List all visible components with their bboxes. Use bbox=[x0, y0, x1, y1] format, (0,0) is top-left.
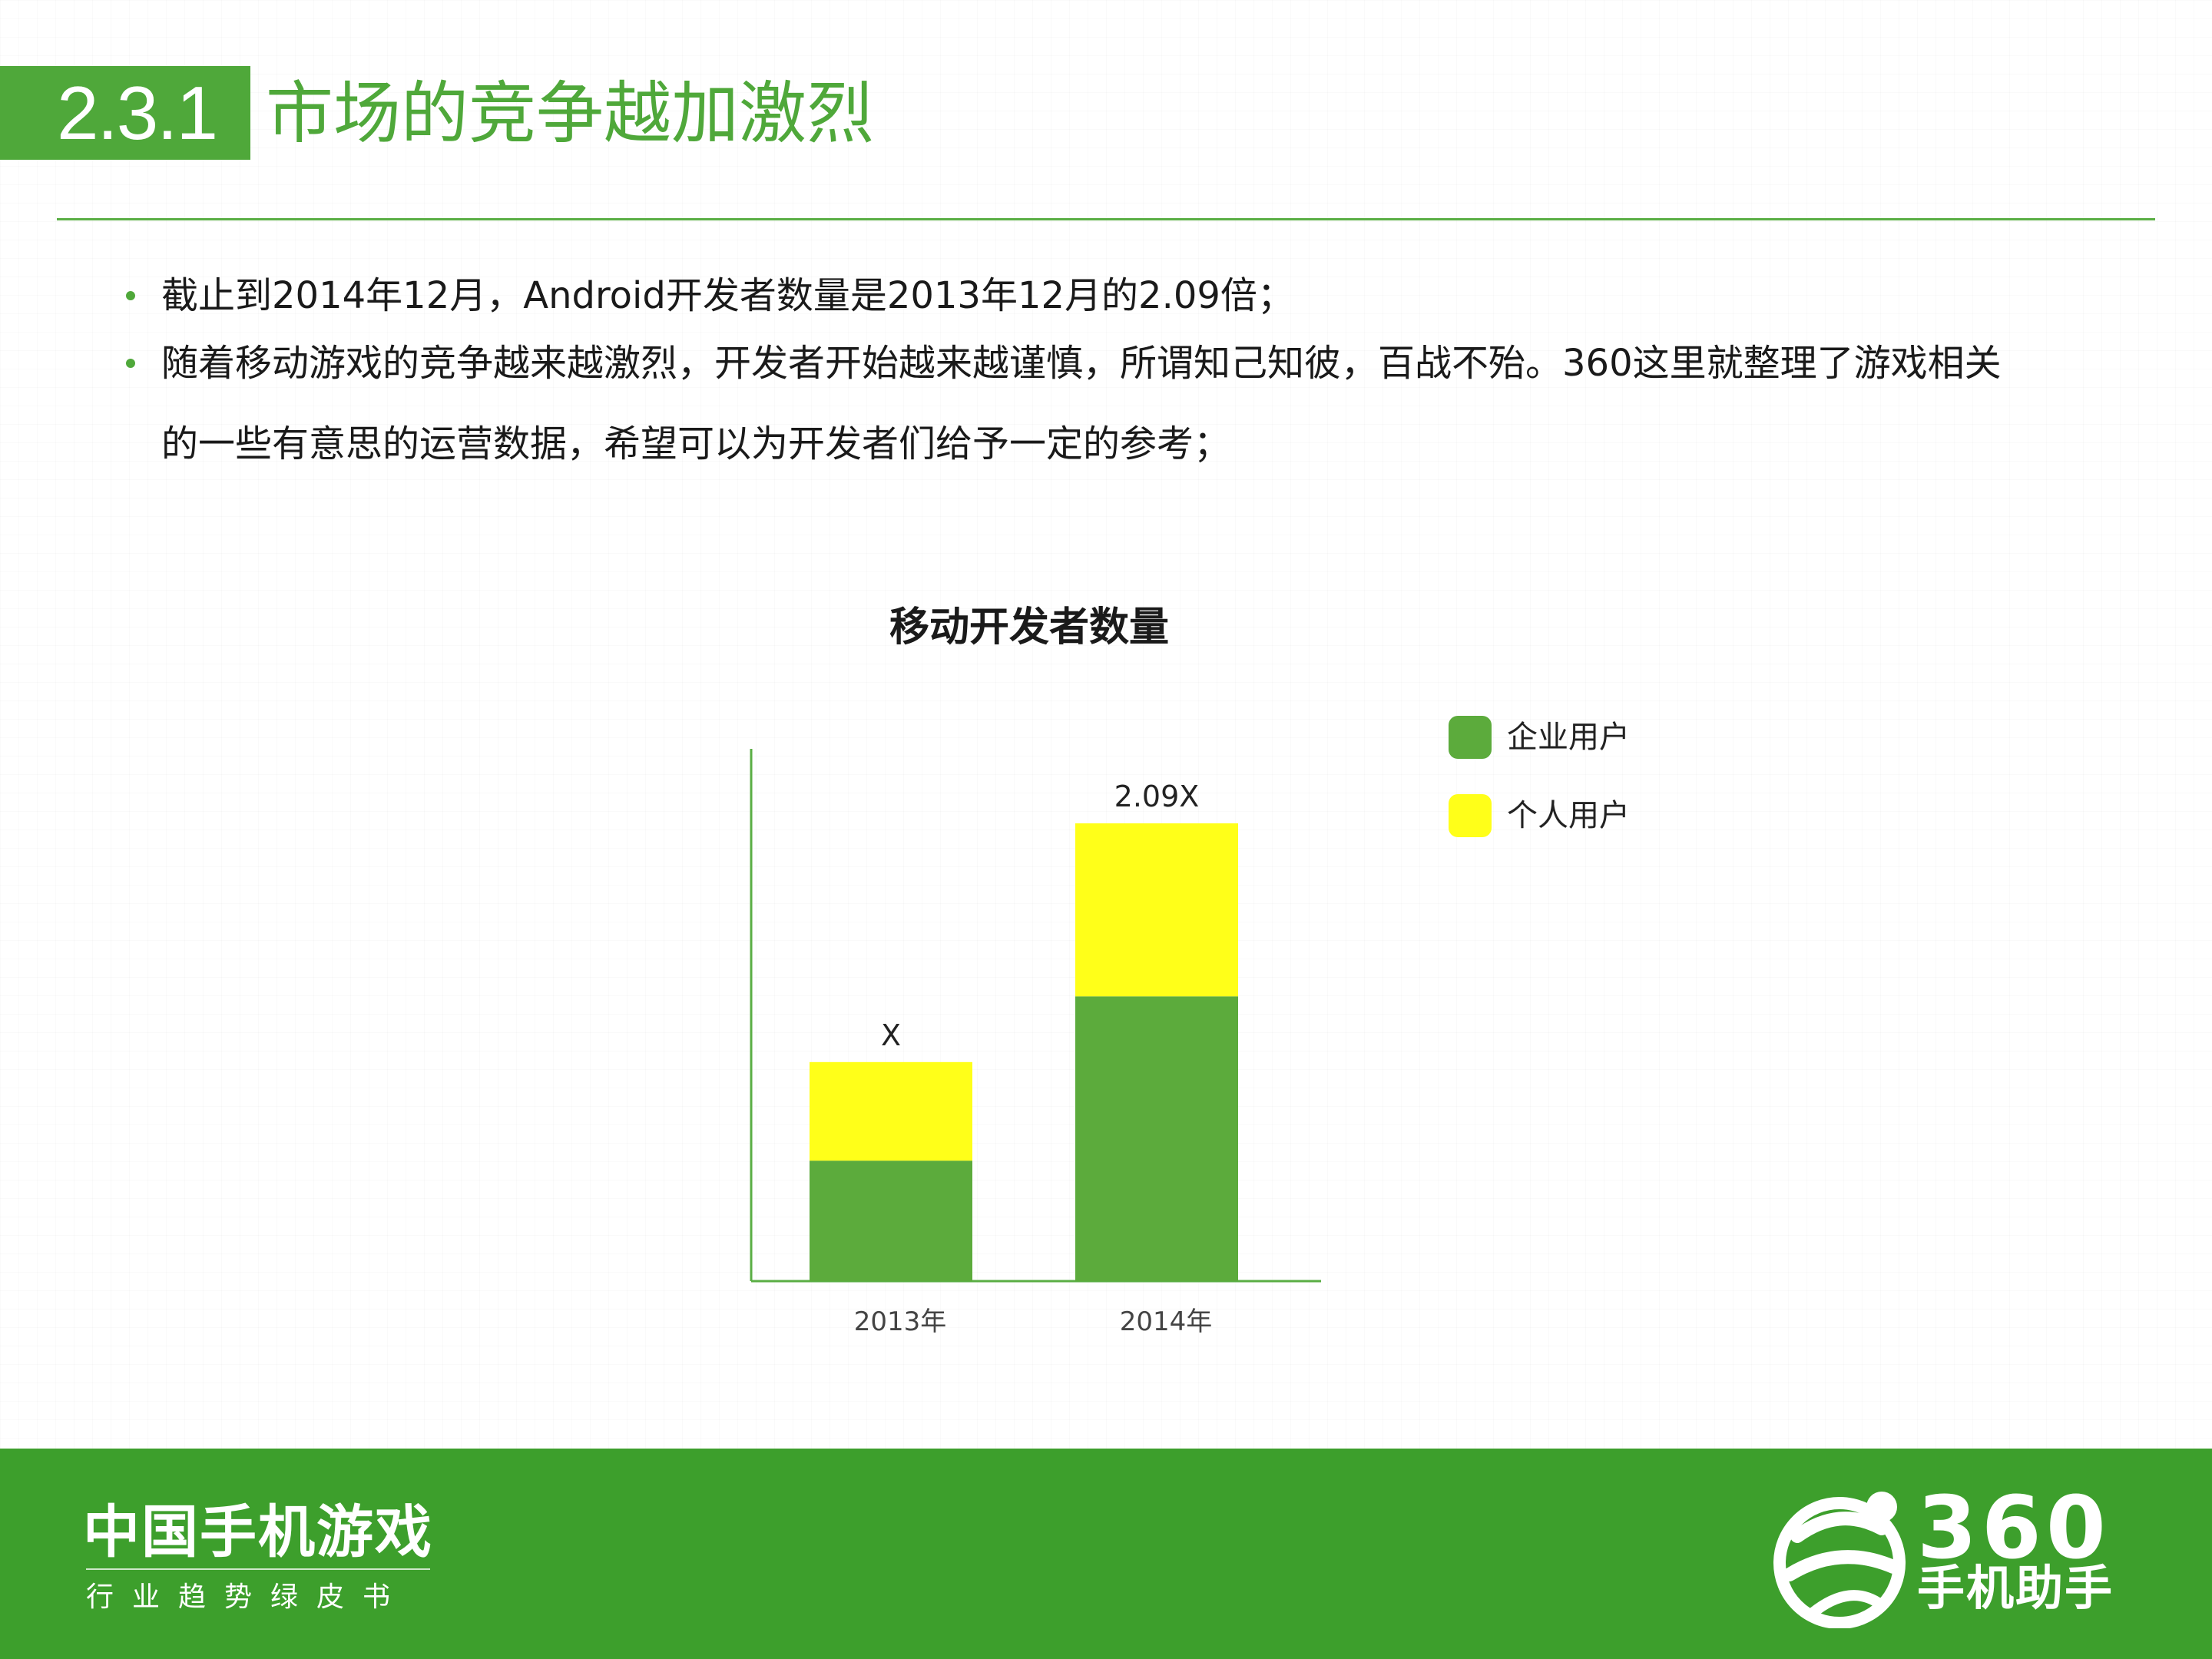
bullet-text-continuation: 的一些有意思的运营数据，希望可以为开发者们给予一定的参考； bbox=[161, 422, 1231, 465]
logo-text: 手机助手 bbox=[1917, 1560, 2114, 1616]
bullet-dot-icon bbox=[126, 359, 135, 368]
bar-enterprise-1 bbox=[810, 1161, 972, 1281]
bullet-item-1: 截止到2014年12月，Android开发者数量是2013年12月的2.09倍； bbox=[126, 270, 1294, 321]
data-label: 2.09X bbox=[1114, 780, 1200, 813]
x-tick-label: 2014年 bbox=[1120, 1306, 1213, 1337]
360-logo-icon bbox=[1773, 1492, 1906, 1628]
x-tick-label: 2013年 bbox=[854, 1306, 947, 1337]
logo-number: 360 bbox=[1917, 1479, 2111, 1578]
footer-divider bbox=[86, 1568, 430, 1570]
bar-individual-1 bbox=[810, 1061, 972, 1161]
legend-swatch-enterprise bbox=[1449, 716, 1492, 759]
legend-item-enterprise: 企业用户 bbox=[1449, 714, 1630, 760]
bullet-text: 截止到2014年12月，Android开发者数量是2013年12月的2.09倍； bbox=[161, 274, 1294, 317]
chart-legend: 企业用户 个人用户 bbox=[1449, 714, 1630, 871]
bullet-item-2: 随着移动游戏的竞争越来越激烈，开发者开始越来越谨慎，所谓知己知彼，百战不殆。36… bbox=[126, 338, 2002, 389]
legend-label: 企业用户 bbox=[1507, 720, 1630, 755]
section-number: 2.3.1 bbox=[57, 71, 218, 155]
bar-individual-2 bbox=[1075, 823, 1238, 997]
section-number-box bbox=[0, 66, 250, 160]
page-title: 市场的竞争越加激烈 bbox=[266, 74, 875, 153]
bullet-dot-icon bbox=[126, 291, 135, 300]
legend-item-individual: 个人用户 bbox=[1449, 793, 1630, 839]
footer-title: 中国手机游戏 bbox=[83, 1499, 433, 1565]
data-label: X bbox=[881, 1018, 901, 1052]
bar-enterprise-2 bbox=[1075, 996, 1238, 1281]
legend-swatch-individual bbox=[1449, 794, 1492, 837]
chart-title: 移动开发者数量 bbox=[889, 604, 1169, 651]
header-divider bbox=[57, 218, 2155, 220]
bullet-text: 随着移动游戏的竞争越来越激烈，开发者开始越来越谨慎，所谓知己知彼，百战不殆。36… bbox=[161, 342, 2002, 385]
footer-subtitle: 行业趋势绿皮书 bbox=[86, 1581, 409, 1613]
legend-label: 个人用户 bbox=[1507, 798, 1630, 833]
